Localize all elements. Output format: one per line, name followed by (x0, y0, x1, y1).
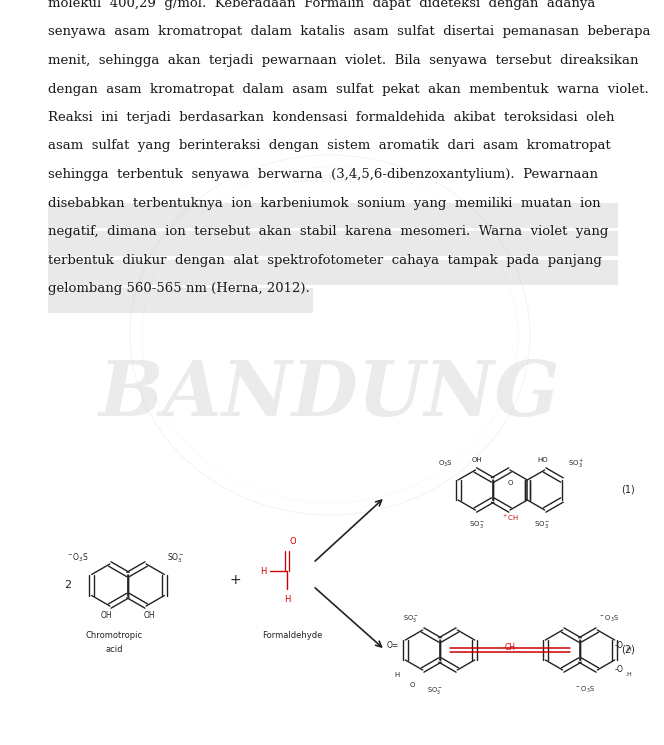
Text: -O: -O (615, 665, 623, 674)
Text: terbentuk  diukur  dengan  alat  spektrofotometer  cahaya  tampak  pada  panjang: terbentuk diukur dengan alat spektrofoto… (48, 253, 602, 267)
Text: negatif,  dimana  ion  tersebut  akan  stabil  karena  mesomeri.  Warna  violet : negatif, dimana ion tersebut akan stabil… (48, 225, 608, 238)
Text: $_\mathsf{,}$H: $_\mathsf{,}$H (625, 671, 633, 679)
Text: Reaksi  ini  terjadi  berdasarkan  kondensasi  formaldehida  akibat  teroksidasi: Reaksi ini terjadi berdasarkan kondensas… (48, 111, 614, 124)
Text: gelombang 560-565 nm (Herna, 2012).: gelombang 560-565 nm (Herna, 2012). (48, 282, 309, 295)
Text: O: O (290, 536, 296, 545)
Text: SO$_3^+$: SO$_3^+$ (568, 458, 585, 470)
Text: OH: OH (101, 610, 113, 620)
FancyArrowPatch shape (315, 500, 382, 561)
Text: SO$_3^-$: SO$_3^-$ (427, 685, 443, 696)
Text: Formaldehyde: Formaldehyde (262, 632, 322, 641)
Text: (1): (1) (621, 485, 635, 495)
Text: SO$_3^-$: SO$_3^-$ (469, 519, 485, 530)
Text: O=: O= (386, 641, 399, 650)
Text: dengan  asam  kromatropat  dalam  asam  sulfat  pekat  akan  membentuk  warna  v: dengan asam kromatropat dalam asam sulfa… (48, 83, 649, 95)
Text: Chromotropic: Chromotropic (85, 632, 142, 641)
Text: OH: OH (143, 610, 155, 620)
Bar (48, 231, 618, 256)
Text: HO: HO (537, 457, 548, 463)
Text: OH: OH (472, 457, 483, 463)
Text: H: H (260, 566, 266, 575)
FancyArrowPatch shape (315, 588, 382, 647)
Text: BANDUNG: BANDUNG (99, 358, 561, 432)
Text: O: O (410, 682, 416, 688)
Text: $^-$O$_3$S: $^-$O$_3$S (575, 685, 595, 695)
Text: O: O (507, 480, 513, 486)
Bar (48, 203, 618, 228)
Text: SO$_3^-$: SO$_3^-$ (403, 613, 418, 624)
Text: CH: CH (505, 644, 515, 653)
Text: senyawa  asam  kromatropat  dalam  katalis  asam  sulfat  disertai  pemanasan  b: senyawa asam kromatropat dalam katalis a… (48, 25, 651, 39)
Text: menit,  sehingga  akan  terjadi  pewarnaan  violet.  Bila  senyawa  tersebut  di: menit, sehingga akan terjadi pewarnaan v… (48, 54, 639, 67)
Text: +: + (229, 573, 241, 587)
Text: H: H (284, 595, 290, 603)
Bar (48, 288, 313, 314)
Text: asam  sulfat  yang  berinteraksi  dengan  sistem  aromatik  dari  asam  kromatro: asam sulfat yang berinteraksi dengan sis… (48, 139, 611, 153)
Text: $^+$CH: $^+$CH (501, 513, 519, 523)
Text: -O: -O (615, 641, 623, 650)
Text: SO$_3^-$: SO$_3^-$ (535, 519, 551, 530)
Text: $_\mathsf{,}$H: $_\mathsf{,}$H (625, 646, 633, 654)
Text: disebabkan  terbentuknya  ion  karbeniumok  sonium  yang  memiliki  muatan  ion: disebabkan terbentuknya ion karbeniumok … (48, 197, 601, 209)
Bar (48, 260, 618, 285)
Text: $^-$O$_3$S: $^-$O$_3$S (599, 614, 620, 624)
Text: acid: acid (105, 645, 123, 655)
Text: SO$_3^-$: SO$_3^-$ (167, 551, 185, 565)
Text: H: H (394, 672, 399, 678)
Text: sehingga  terbentuk  senyawa  berwarna  (3,4,5,6-dibenzoxantylium).  Pewarnaan: sehingga terbentuk senyawa berwarna (3,4… (48, 168, 598, 181)
Text: molekul  400,29  g/mol.  Keberadaan  Formalin  dapat  dideteksi  dengan  adanya: molekul 400,29 g/mol. Keberadaan Formali… (48, 0, 596, 10)
Text: O$_3$S: O$_3$S (438, 459, 453, 469)
Text: 2: 2 (64, 580, 72, 590)
Text: $^-$O$_3$S: $^-$O$_3$S (66, 552, 90, 564)
Text: (2): (2) (621, 645, 635, 655)
Text: UNIVERSITAS: UNIVERSITAS (291, 176, 369, 185)
